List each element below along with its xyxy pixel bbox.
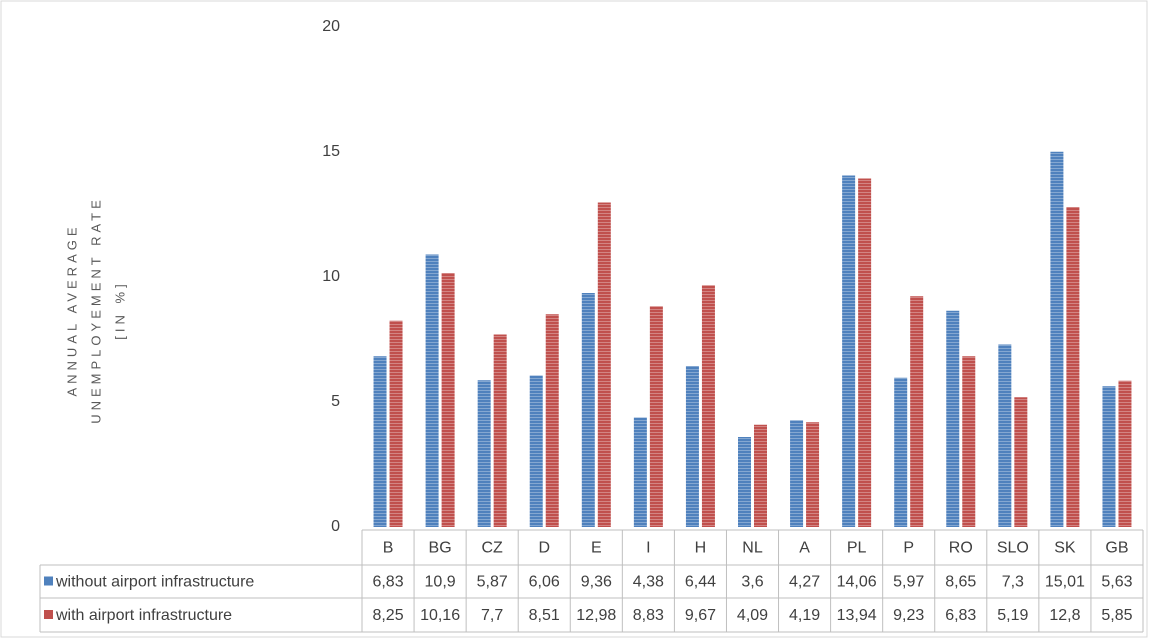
bar (597, 202, 611, 527)
legend-label: without airport infrastructure (55, 574, 254, 591)
bar (1014, 397, 1028, 527)
bar (581, 293, 595, 527)
bar (894, 377, 908, 527)
bar (389, 320, 403, 527)
x-tick-label: P (903, 540, 914, 557)
table-value: 5,19 (997, 607, 1028, 624)
y-axis-title-line: UNEMPLOYEMENT RATE (88, 196, 103, 424)
x-tick-label: SLO (997, 540, 1029, 557)
table-value: 4,27 (789, 574, 820, 591)
x-tick-label: H (695, 540, 707, 557)
y-tick-label: 20 (322, 18, 340, 35)
bar (998, 344, 1012, 527)
table-value: 7,3 (1002, 574, 1024, 591)
table-value: 4,38 (633, 574, 664, 591)
bar (754, 424, 767, 527)
table-value: 9,36 (581, 574, 612, 591)
table-value: 15,01 (1045, 574, 1085, 591)
table-value: 6,06 (529, 574, 560, 591)
table-value: 9,67 (685, 607, 716, 624)
bar (649, 306, 663, 527)
bar (962, 356, 976, 527)
x-tick-label: I (646, 540, 650, 557)
bar (1066, 207, 1080, 527)
table-value: 6,83 (372, 574, 403, 591)
y-axis-title-line: ANNUAL AVERAGE (64, 223, 79, 396)
x-tick-label: BG (429, 540, 452, 557)
y-axis-title: ANNUAL AVERAGE UNEMPLOYEMENT RATE [IN %] (64, 196, 127, 424)
bar (425, 254, 439, 527)
x-tick-label: D (538, 540, 550, 557)
table-value: 12,98 (576, 607, 616, 624)
x-tick-label: SK (1054, 540, 1076, 557)
bar (946, 310, 960, 527)
bar (493, 334, 507, 527)
table-value: 6,83 (945, 607, 976, 624)
y-tick-label: 15 (322, 143, 340, 160)
bar (441, 273, 455, 527)
table-value: 10,16 (420, 607, 460, 624)
x-tick-label: GB (1105, 540, 1128, 557)
bar (858, 178, 872, 527)
x-tick-label: NL (742, 540, 763, 557)
table-value: 13,94 (837, 607, 877, 624)
table-value: 10,9 (425, 574, 456, 591)
table-value: 5,87 (477, 574, 508, 591)
bar (1050, 151, 1064, 527)
bar (1118, 380, 1132, 527)
y-axis-title-line: [IN %] (112, 280, 127, 339)
y-tick-label: 0 (331, 518, 340, 535)
legend-swatch (44, 576, 53, 586)
x-tick-label: RO (949, 540, 973, 557)
table-value: 5,85 (1101, 607, 1132, 624)
table-value: 5,63 (1101, 574, 1132, 591)
table-value: 7,7 (481, 607, 503, 624)
bar (910, 296, 924, 527)
bar (477, 380, 491, 527)
bar (545, 314, 559, 527)
bar (633, 417, 647, 527)
table-value: 4,09 (737, 607, 768, 624)
x-tick-label: CZ (482, 540, 504, 557)
table-value: 12,8 (1049, 607, 1080, 624)
bar (529, 375, 543, 527)
legend-swatch (44, 610, 53, 619)
table-value: 9,23 (893, 607, 924, 624)
table-value: 4,19 (789, 607, 820, 624)
y-tick-label: 5 (331, 393, 340, 410)
bar (685, 366, 699, 527)
table-value: 8,83 (633, 607, 664, 624)
table-value: 3,6 (741, 574, 763, 591)
bar (842, 175, 856, 527)
bar (701, 285, 715, 527)
y-tick-label: 10 (322, 268, 340, 285)
table-value: 14,06 (837, 574, 877, 591)
bar (373, 356, 387, 527)
legend-label: with airport infrastructure (55, 607, 232, 624)
table-value: 8,51 (529, 607, 560, 624)
bar (1102, 386, 1116, 527)
bar (738, 437, 751, 527)
bar (806, 422, 820, 527)
bar (790, 420, 804, 527)
x-tick-label: PL (847, 540, 867, 557)
x-tick-label: A (799, 540, 810, 557)
table-value: 5,97 (893, 574, 924, 591)
table-value: 6,44 (685, 574, 716, 591)
table-value: 8,65 (945, 574, 976, 591)
table-value: 8,25 (372, 607, 403, 624)
x-tick-label: B (383, 540, 394, 557)
x-tick-label: E (591, 540, 602, 557)
